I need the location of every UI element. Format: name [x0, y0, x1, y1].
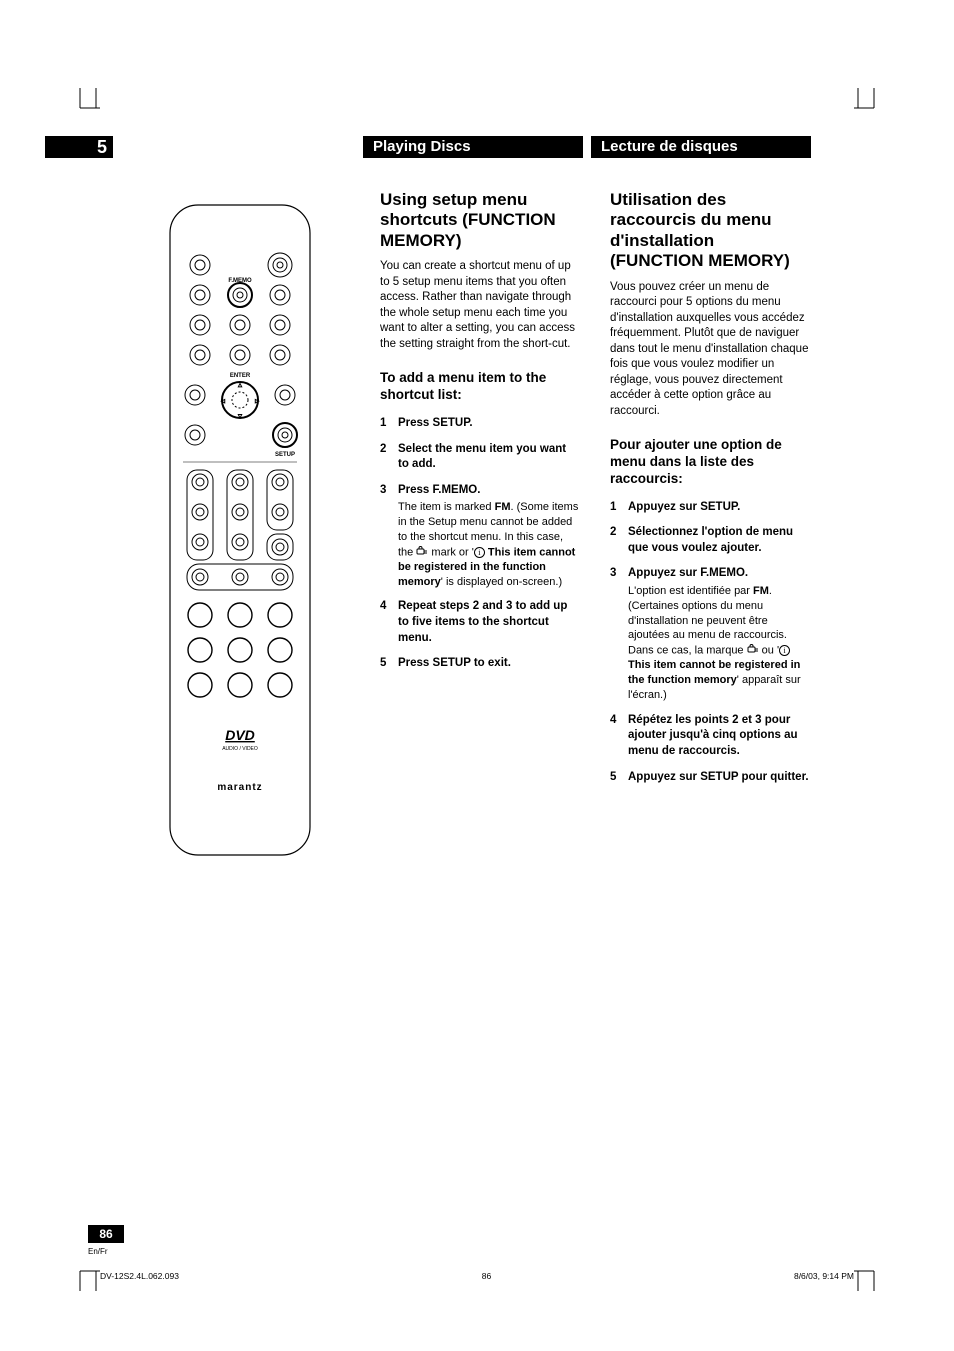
step-fr-4: 4Répétez les points 2 et 3 pour ajouter … [610, 713, 810, 760]
chapter-number: 5 [45, 136, 113, 158]
intro-en: You can create a shortcut menu of up to … [380, 259, 580, 352]
step-fr-2: 2Sélectionnez l'option de menu que vous … [610, 525, 810, 556]
cropmark-br [854, 1267, 894, 1291]
step-fr-5: 5Appuyez sur SETUP pour quitter. [610, 770, 810, 786]
subhead-fr: Pour ajouter une option de menu dans la … [610, 437, 810, 488]
header-en: Playing Discs [363, 136, 583, 158]
svg-text:▾: ▾ [238, 413, 242, 420]
cropmark-bl [60, 1267, 100, 1291]
cropmark-tr [854, 88, 894, 112]
column-english: Using setup menu shortcuts (FUNCTION MEM… [380, 190, 580, 682]
step-fr-1: 1Appuyez sur SETUP. [610, 500, 810, 516]
info-icon: i [779, 645, 790, 656]
page-lang-label: En/Fr [88, 1247, 108, 1256]
svg-text:▴: ▴ [238, 382, 242, 389]
lock-icon [416, 545, 428, 560]
step-en-4: 4Repeat steps 2 and 3 to add up to five … [380, 599, 580, 646]
subhead-en: To add a menu item to the shortcut list: [380, 370, 580, 404]
step-fr-3: 3 Appuyez sur F.MEMO. L'option est ident… [610, 566, 810, 703]
intro-fr: Vous pouvez créer un menu de raccourci p… [610, 280, 810, 420]
footer-page: 86 [482, 1271, 491, 1281]
heading-en: Using setup menu shortcuts (FUNCTION MEM… [380, 190, 580, 251]
header-gap [583, 136, 591, 158]
footer-line: DV-12S2.4L.062.093 86 8/6/03, 9:14 PM [100, 1271, 854, 1281]
steps-fr: 1Appuyez sur SETUP. 2Sélectionnez l'opti… [610, 500, 810, 785]
svg-text:◂: ◂ [221, 398, 225, 405]
footer-stamp: 8/6/03, 9:14 PM [794, 1271, 854, 1281]
brand-label: marantz [217, 782, 262, 793]
info-icon: i [474, 547, 485, 558]
dvd-logo: DVD [225, 727, 255, 743]
svg-text:▸: ▸ [255, 398, 259, 405]
footer-file: DV-12S2.4L.062.093 [100, 1271, 179, 1281]
label-setup: SETUP [275, 452, 295, 458]
step-en-1: 1Press SETUP. [380, 416, 580, 432]
page-number-badge: 86 [88, 1225, 124, 1243]
step-en-2: 2Select the menu item you want to add. [380, 442, 580, 473]
column-french: Utilisation des raccourcis du menu d'ins… [610, 190, 810, 795]
dvd-sublabel: AUDIO / VIDEO [222, 746, 258, 752]
lock-icon [747, 643, 759, 658]
heading-fr: Utilisation des raccourcis du menu d'ins… [610, 190, 810, 272]
step-en-5: 5Press SETUP to exit. [380, 656, 580, 672]
step-en-3: 3 Press F.MEMO. The item is marked FM. (… [380, 483, 580, 590]
cropmark-tl [60, 88, 100, 112]
remote-diagram: F.MEMO ENTER [165, 200, 315, 863]
steps-en: 1Press SETUP. 2Select the menu item you … [380, 416, 580, 672]
section-header: Playing Discs Lecture de disques [363, 136, 811, 158]
label-enter: ENTER [230, 373, 251, 379]
header-fr: Lecture de disques [591, 136, 811, 158]
